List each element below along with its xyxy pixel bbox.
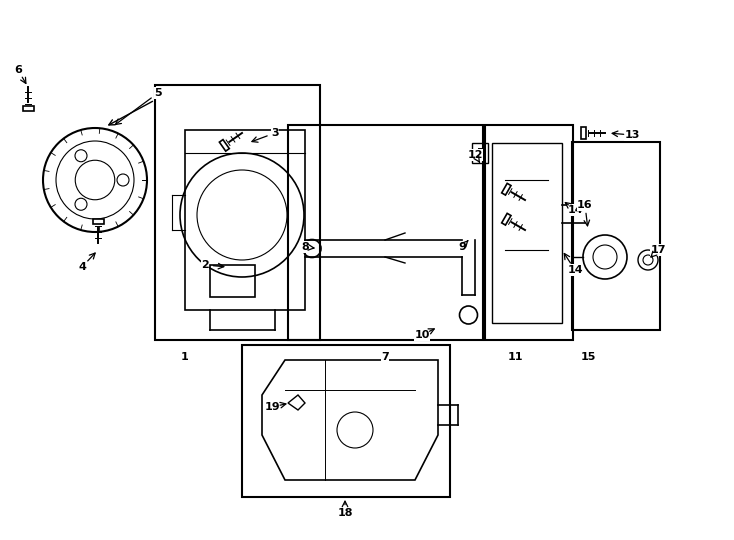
Polygon shape: [219, 140, 229, 151]
Polygon shape: [581, 127, 586, 138]
Text: 7: 7: [381, 352, 389, 362]
Polygon shape: [501, 184, 511, 195]
Polygon shape: [501, 213, 511, 225]
Text: 16: 16: [577, 200, 593, 210]
Text: 14: 14: [567, 205, 583, 215]
Bar: [572, 142, 660, 330]
Bar: [288, 125, 483, 340]
Text: 12: 12: [468, 150, 483, 160]
Text: 8: 8: [301, 242, 309, 252]
Text: 17: 17: [650, 245, 666, 255]
Bar: [242, 345, 450, 497]
Text: 1: 1: [181, 352, 189, 362]
Text: 6: 6: [14, 65, 22, 75]
Text: 14: 14: [567, 265, 583, 275]
Polygon shape: [92, 219, 103, 224]
Text: 11: 11: [507, 352, 523, 362]
Text: 9: 9: [458, 242, 466, 252]
Text: 4: 4: [78, 262, 86, 272]
Text: 10: 10: [414, 330, 429, 340]
Bar: [155, 85, 320, 340]
Text: 3: 3: [271, 128, 279, 138]
Bar: [485, 125, 573, 340]
Text: 15: 15: [581, 352, 596, 362]
Polygon shape: [23, 106, 34, 111]
Text: 19: 19: [264, 402, 280, 412]
Text: 5: 5: [154, 88, 161, 98]
Text: 18: 18: [337, 508, 353, 518]
Text: 13: 13: [625, 130, 640, 140]
Bar: [210, 265, 255, 297]
Text: 2: 2: [201, 260, 209, 270]
